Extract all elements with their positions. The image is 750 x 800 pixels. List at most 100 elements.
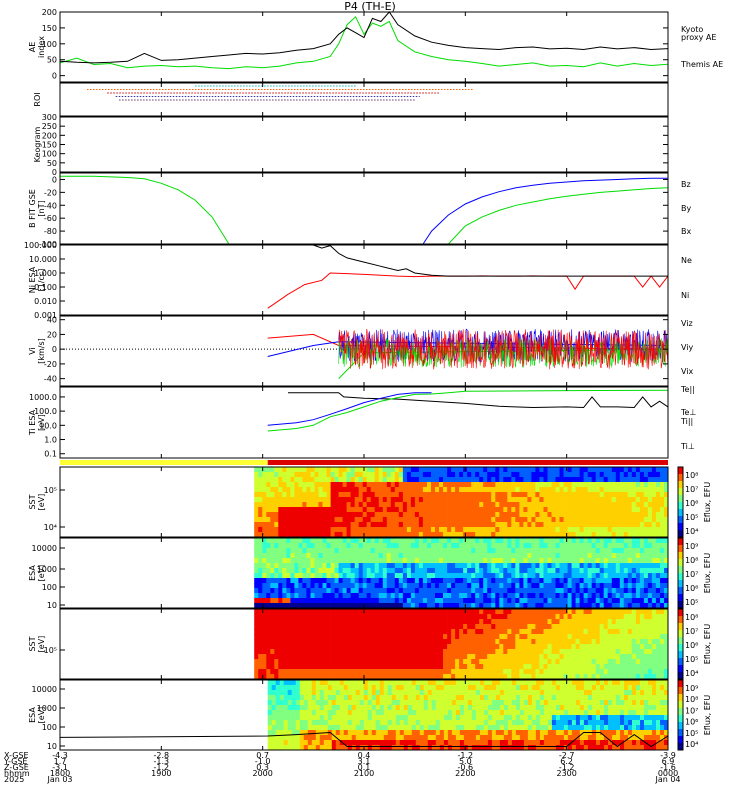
spectrogram-cell (342, 482, 347, 488)
spectrogram-cell (483, 477, 488, 483)
spectrogram-cell (563, 538, 568, 544)
spectrogram-cell (435, 553, 440, 559)
spectrogram-cell (307, 710, 313, 716)
spectrogram-cell (623, 659, 629, 665)
spectrogram-cell (535, 517, 540, 523)
spectrogram-cell (350, 502, 355, 508)
spectrogram-cell (551, 553, 556, 559)
spectrogram-cell (664, 639, 669, 645)
spectrogram-cell (267, 725, 273, 731)
spectrogram-cell (527, 619, 532, 625)
spectrogram-cell (347, 705, 353, 711)
spectrogram-cell (322, 674, 327, 680)
spectrogram-cell (342, 634, 347, 640)
spectrogram-cell (391, 680, 397, 686)
spectrogram-cell (631, 614, 637, 620)
spectrogram-cell (455, 609, 460, 615)
spectrogram-cell (406, 629, 412, 635)
spectrogram-cell (491, 548, 496, 554)
spectrogram-cell (383, 710, 389, 716)
colorbar-segment (678, 470, 683, 473)
spectrogram-cell (471, 588, 476, 594)
colorbar-segment (678, 624, 683, 627)
spectrogram-cell (390, 527, 396, 533)
spectrogram-cell (418, 543, 424, 549)
spectrogram-cell (575, 522, 580, 528)
spectrogram-cell (435, 482, 440, 488)
spectrogram-cell (419, 700, 425, 706)
spectrogram-cell (326, 634, 331, 640)
spectrogram-cell (623, 467, 629, 473)
spectrogram-cell (635, 522, 641, 528)
spectrogram-cell (587, 527, 593, 533)
spectrogram-cell (547, 507, 552, 513)
spectrogram-cell (611, 588, 617, 594)
spectrogram-cell (619, 512, 625, 518)
colorbar-segment (678, 472, 683, 475)
spectrogram-cell (487, 492, 492, 498)
spectrogram-cell (583, 568, 588, 574)
spectrogram-cell (467, 487, 472, 493)
spectrogram-cell (571, 654, 576, 660)
spectrogram-cell (362, 522, 368, 528)
spectrogram-cell (431, 624, 436, 630)
spectrogram-cell (267, 740, 273, 746)
spectrogram-cell (491, 512, 496, 518)
spectrogram-cell (302, 558, 307, 564)
spectrogram-cell (611, 644, 617, 650)
spectrogram-cell (547, 553, 552, 559)
spectrogram-cell (374, 598, 380, 604)
spectrogram-cell (319, 700, 325, 706)
spectrogram-cell (343, 695, 349, 701)
spectrogram-cell (559, 573, 564, 579)
spectrogram-cell (487, 543, 492, 549)
spectrogram-cell (431, 649, 436, 655)
spectrogram-cell (378, 563, 384, 569)
spectrogram-cell (295, 705, 301, 711)
spectrogram-cell (559, 593, 564, 599)
spectrogram-cell (378, 598, 384, 604)
colorbar-segment (678, 489, 683, 492)
spectrogram-cell (382, 568, 388, 574)
spectrogram-cell (394, 588, 400, 594)
spectrogram-cell (370, 553, 376, 559)
spectrogram-cell (603, 507, 609, 513)
spectrogram-cell (543, 654, 548, 660)
spectrogram-cell (283, 725, 289, 731)
spectrogram-cell (555, 614, 560, 620)
spectrogram-cell (511, 558, 516, 564)
spectrogram-cell (547, 482, 552, 488)
spectrogram-cell (595, 538, 601, 544)
spectrogram-cell (603, 467, 609, 473)
spectrogram-cell (387, 740, 393, 746)
spectrogram-cell (350, 517, 355, 523)
spectrogram-cell (410, 543, 416, 549)
spectrogram-cell (443, 532, 448, 538)
spectrogram-cell (487, 477, 492, 483)
spectrogram-cell (299, 720, 305, 726)
spectrogram-cell (355, 720, 361, 726)
spectrogram-cell (487, 578, 492, 584)
spectrogram-cell (515, 548, 520, 554)
spectrogram-cell (447, 669, 452, 675)
spectrogram-cell (422, 527, 428, 533)
spectrogram-cell (274, 467, 279, 473)
spectrogram-cell (495, 649, 500, 655)
spectrogram-cell (579, 472, 584, 478)
spectrogram-cell (358, 664, 364, 670)
spectrogram-cell (583, 603, 588, 609)
spectrogram-cell (286, 487, 291, 493)
spectrogram-cell (443, 538, 448, 544)
spectrogram-cell (435, 669, 440, 675)
spectrogram-cell (350, 598, 355, 604)
spectrogram-cell (527, 588, 532, 594)
spectrogram-cell (567, 527, 572, 533)
spectrogram-cell (459, 527, 464, 533)
spectrogram-cell (427, 654, 432, 660)
spectrogram-cell (439, 598, 444, 604)
spectrogram-cell (374, 583, 380, 589)
spectrogram-cell (390, 644, 396, 650)
spectrogram-cell (422, 543, 428, 549)
spectrogram-cell (495, 527, 500, 533)
spectrogram-cell (310, 674, 315, 680)
